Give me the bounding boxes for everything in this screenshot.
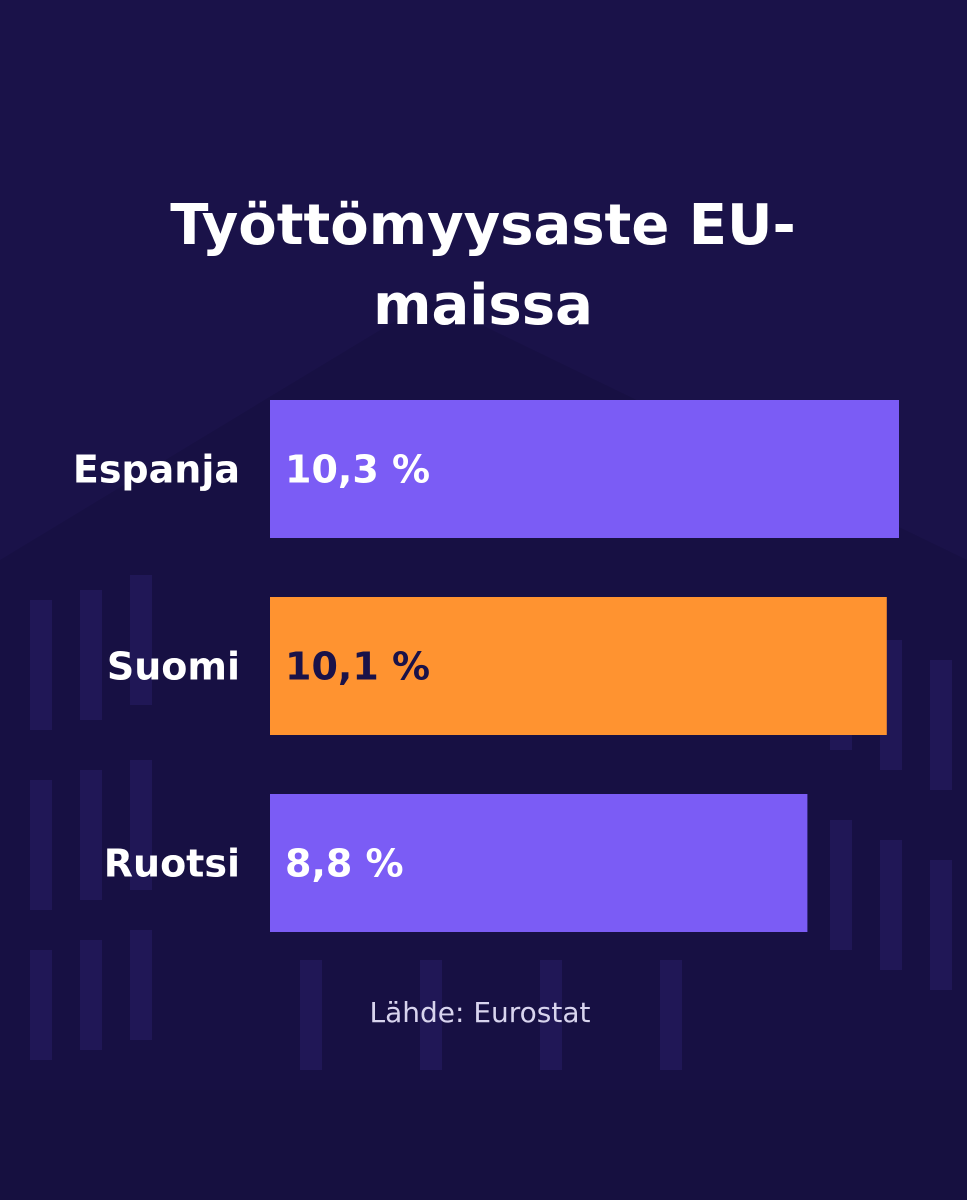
bar	[270, 597, 887, 735]
value-label: 10,1 %	[285, 645, 430, 689]
bottom-band	[0, 1090, 967, 1200]
category-label: Suomi	[107, 645, 240, 689]
category-label: Espanja	[73, 448, 240, 492]
value-label: 10,3 %	[285, 448, 430, 492]
chart-title: Työttömyysaste EU-maissa	[170, 193, 796, 338]
bar	[270, 794, 808, 932]
value-label: 8,8 %	[285, 842, 404, 886]
source-note: Lähde: Eurostat	[369, 996, 590, 1029]
category-label: Ruotsi	[104, 842, 240, 886]
bar	[270, 400, 899, 538]
